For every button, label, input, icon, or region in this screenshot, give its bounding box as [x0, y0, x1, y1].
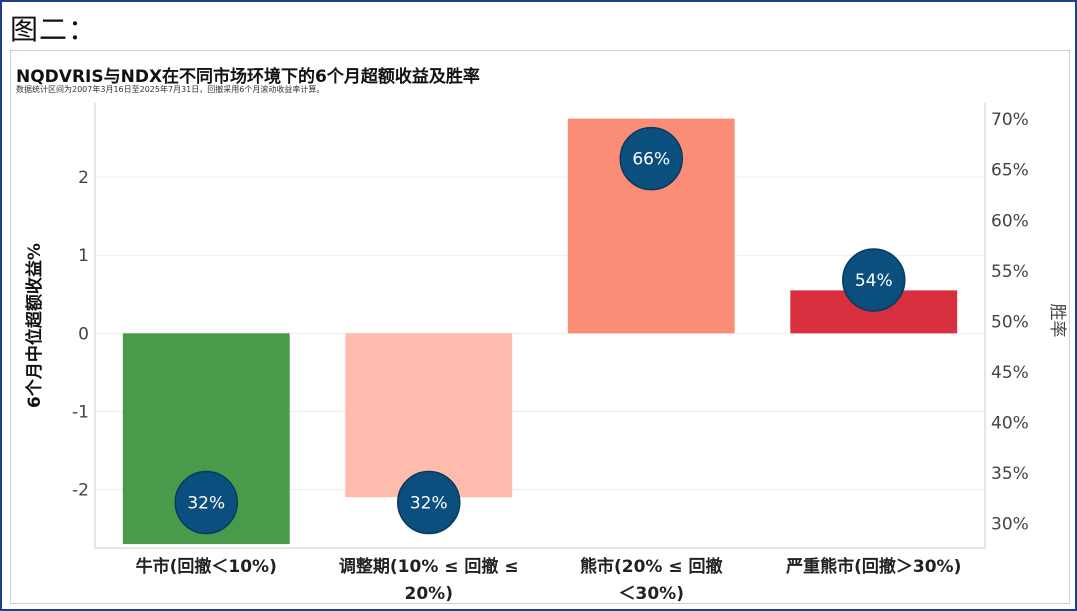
- y2-tick-label: 70%: [991, 110, 1029, 130]
- y-axis-title: 6个月中位超额收益%: [24, 243, 45, 408]
- win-rate-label: 66%: [632, 150, 670, 170]
- y2-tick-label: 50%: [991, 312, 1029, 332]
- win-rate-label: 32%: [187, 493, 225, 513]
- y-tick-label: 0: [78, 324, 89, 344]
- y-tick-label: 2: [78, 168, 89, 188]
- x-tick-label: 调整期(10% ≤ 回撤 ≤: [339, 556, 519, 577]
- x-tick-label: ＜30%): [619, 584, 684, 604]
- win-rate-label: 54%: [855, 271, 893, 291]
- figure-label: 图二：: [10, 13, 98, 46]
- y-tick-label: 1: [78, 246, 89, 266]
- y-tick-label: -2: [72, 480, 89, 500]
- win-rate-marker: [174, 470, 238, 535]
- win-rate-marker: [619, 126, 683, 191]
- y2-tick-label: 30%: [991, 515, 1029, 535]
- win-rate-marker: [397, 470, 461, 535]
- y2-tick-label: 55%: [991, 262, 1029, 282]
- x-tick-label: 牛市(回撤＜10%): [136, 556, 277, 577]
- x-tick-label: 20%): [405, 584, 453, 604]
- chart-title: NQDVRIS与NDX在不同市场环境下的6个月超额收益及胜率: [16, 67, 480, 87]
- y2-tick-label: 35%: [991, 464, 1029, 484]
- x-tick-label: 严重熊市(回撤＞30%): [786, 556, 961, 577]
- win-rate-marker: [842, 248, 906, 312]
- chart-panel: [10, 50, 1070, 604]
- chart-subtitle: 数据统计区间为2007年3月16日至2025年7月31日，回撤采用6个月滚动收益…: [16, 85, 325, 94]
- win-rate-label: 32%: [410, 493, 448, 513]
- y2-tick-label: 65%: [991, 161, 1029, 181]
- y2-axis-title: 胜率: [1047, 304, 1067, 338]
- bar: [345, 333, 513, 498]
- y-tick-label: -1: [72, 402, 89, 422]
- x-tick-label: 熊市(20% ≤ 回撤: [580, 556, 723, 577]
- y2-tick-label: 60%: [991, 211, 1029, 231]
- y2-tick-label: 45%: [991, 363, 1029, 383]
- y2-tick-label: 40%: [991, 414, 1029, 434]
